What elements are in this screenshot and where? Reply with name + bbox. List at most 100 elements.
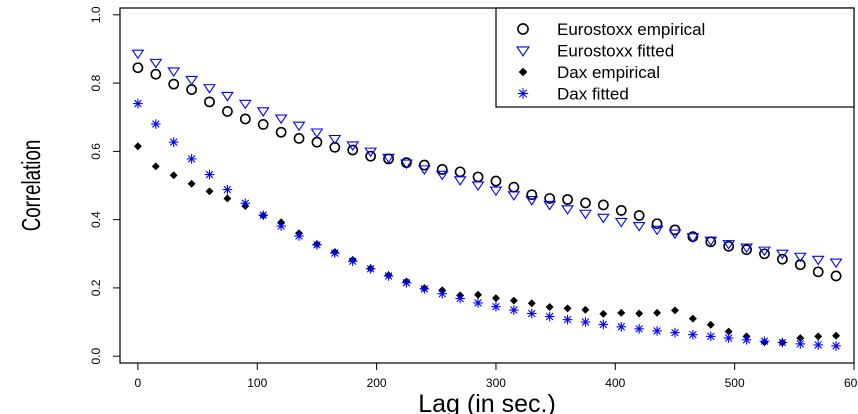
data-point	[829, 258, 843, 269]
data-point	[688, 314, 697, 323]
data-point	[312, 240, 322, 250]
data-point	[759, 336, 770, 346]
y-tick-label: 0.2	[89, 279, 103, 296]
data-point	[813, 340, 823, 350]
data-point	[133, 142, 142, 151]
series-dax-empirical	[133, 142, 841, 347]
data-point	[187, 179, 196, 188]
data-point	[830, 270, 842, 282]
data-point	[471, 181, 485, 192]
data-point	[688, 329, 698, 340]
y-tick-label: 0.8	[89, 74, 103, 91]
data-point	[652, 326, 662, 336]
data-point	[614, 217, 628, 228]
data-point	[168, 78, 180, 90]
x-tick-label: 500	[725, 376, 745, 390]
data-point	[400, 159, 413, 170]
data-point	[238, 99, 252, 110]
legend-marker	[516, 46, 530, 57]
plot-frame	[119, 7, 855, 364]
data-point	[653, 308, 662, 317]
data-point	[580, 317, 591, 327]
data-point	[364, 147, 378, 158]
x-tick-label: 200	[367, 376, 387, 390]
data-point	[525, 196, 539, 206]
legend-label: Eurostoxx fitted	[557, 42, 674, 61]
data-point	[472, 171, 484, 183]
data-point	[346, 141, 360, 152]
data-points	[131, 49, 843, 351]
data-point	[509, 305, 519, 315]
x-tick-label: 400	[605, 376, 625, 390]
data-point	[597, 199, 609, 211]
data-point	[668, 229, 682, 240]
data-point	[186, 154, 197, 164]
x-tick-label: 300	[486, 376, 506, 390]
data-point	[169, 171, 178, 180]
y-axis-title: Correlation	[16, 140, 46, 232]
data-point	[598, 319, 609, 330]
data-point	[294, 231, 304, 241]
data-point	[686, 233, 700, 243]
x-axis-title: Lag (in sec.)	[418, 390, 556, 414]
data-point	[741, 334, 752, 345]
data-point	[723, 333, 734, 343]
legend: Eurostoxx empirical Eurostoxx fitted Dax e…	[495, 7, 855, 108]
data-point	[526, 189, 538, 201]
plot-area	[119, 7, 855, 364]
data-point	[831, 341, 841, 351]
legend-label: Dax empirical	[557, 63, 660, 82]
data-point	[347, 256, 358, 267]
data-point	[436, 164, 448, 175]
y-tick-label: 1.0	[89, 6, 103, 23]
data-point	[151, 162, 160, 171]
data-point	[223, 194, 232, 203]
data-point	[401, 277, 412, 288]
data-point	[276, 221, 286, 231]
data-point	[543, 200, 557, 211]
data-point	[310, 128, 324, 139]
data-point	[347, 144, 359, 156]
data-point	[562, 314, 573, 325]
data-point	[545, 303, 554, 311]
data-point	[186, 84, 198, 95]
data-point	[776, 253, 788, 265]
data-point	[814, 332, 823, 341]
data-point	[382, 153, 395, 164]
data-point	[544, 193, 556, 204]
y-tick-label: 0.6	[89, 143, 103, 160]
data-point	[580, 197, 591, 209]
data-point	[275, 126, 287, 138]
data-point	[758, 246, 771, 257]
data-point	[777, 337, 788, 348]
data-point	[205, 187, 214, 196]
legend-box	[495, 7, 855, 108]
data-point	[527, 299, 536, 308]
data-point	[632, 221, 646, 232]
data-point	[723, 240, 735, 252]
data-point	[741, 244, 752, 256]
data-point	[330, 248, 340, 258]
legend-item: Dax empirical	[518, 63, 660, 82]
data-point	[633, 210, 645, 221]
data-point	[258, 210, 269, 220]
data-point	[474, 290, 483, 299]
data-point	[794, 259, 806, 271]
series-dax-fitted	[133, 98, 841, 351]
data-point	[563, 304, 572, 313]
x-tick-label: 0	[135, 376, 142, 390]
data-point	[167, 67, 181, 78]
data-point	[793, 252, 807, 263]
data-point	[812, 266, 824, 278]
data-point	[616, 322, 627, 332]
data-point	[832, 331, 841, 340]
data-point	[222, 106, 233, 117]
data-point	[274, 114, 288, 125]
data-point	[811, 255, 825, 266]
data-point	[581, 305, 590, 314]
data-point	[740, 243, 754, 254]
legend-item: Eurostoxx empirical	[517, 20, 705, 39]
data-point	[151, 119, 161, 129]
legend-item: Eurostoxx fitted	[516, 42, 674, 61]
